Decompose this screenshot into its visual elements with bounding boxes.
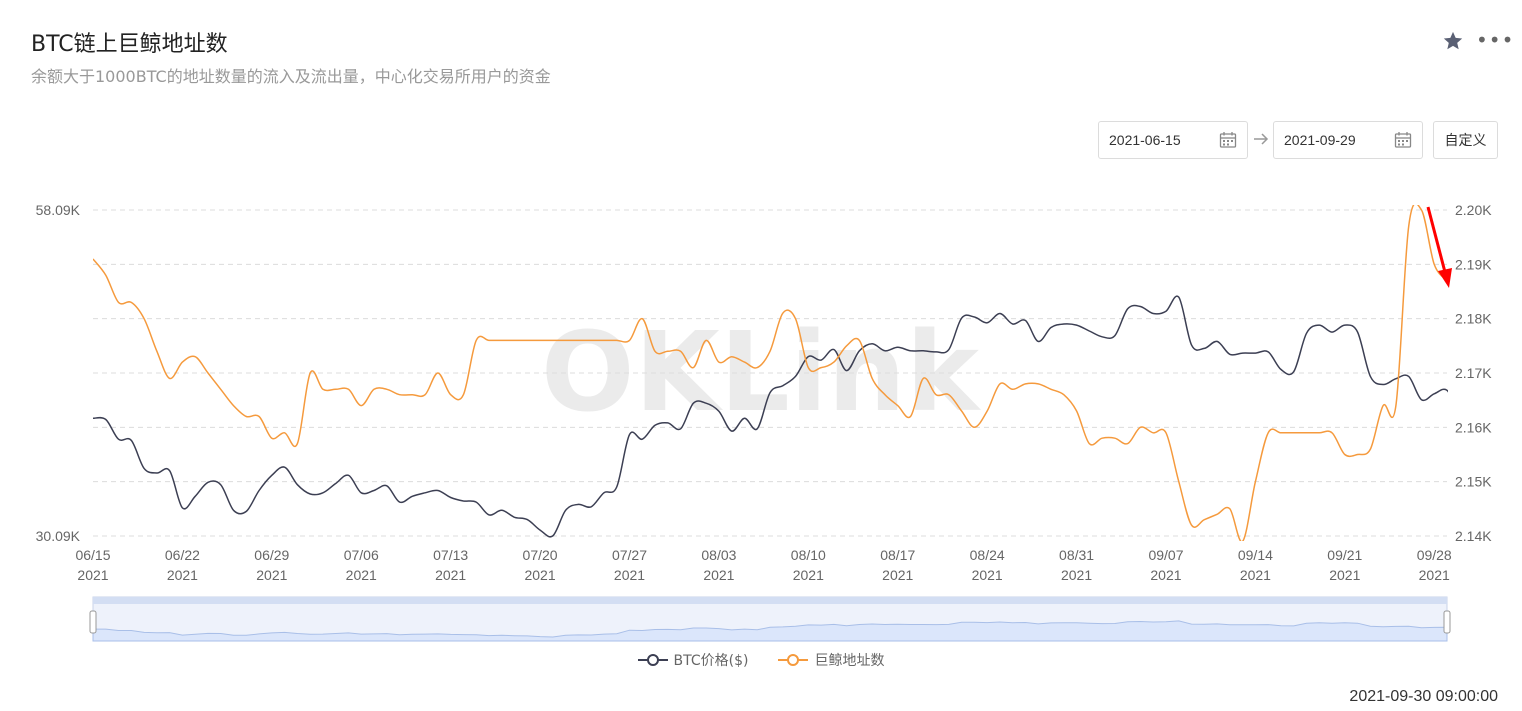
x-axis-tick-year: 2021 bbox=[77, 567, 108, 583]
x-axis-tick-year: 2021 bbox=[1329, 567, 1360, 583]
right-axis-tick-label: 2.17K bbox=[1455, 365, 1492, 381]
x-axis-tick-year: 2021 bbox=[793, 567, 824, 583]
legend-item-btc[interactable]: BTC价格($) bbox=[637, 650, 749, 670]
x-axis-tick-year: 2021 bbox=[1240, 567, 1271, 583]
legend-marker-whale bbox=[778, 654, 809, 666]
x-axis-tick-date: 08/10 bbox=[791, 547, 826, 563]
x-axis-tick-date: 07/27 bbox=[612, 547, 647, 563]
x-axis-tick-year: 2021 bbox=[972, 567, 1003, 583]
timestamp: 2021-09-30 09:00:00 bbox=[1349, 688, 1498, 705]
x-axis-tick-year: 2021 bbox=[524, 567, 555, 583]
x-axis-tick-date: 08/17 bbox=[880, 547, 915, 563]
x-axis-tick-date: 08/03 bbox=[701, 547, 736, 563]
left-axis: 58.09K 30.09K bbox=[36, 202, 81, 544]
page-title: BTC链上巨鲸地址数 bbox=[31, 32, 228, 57]
start-date-input[interactable]: 2021-06-15 bbox=[1098, 121, 1248, 159]
calendar-icon bbox=[1394, 132, 1412, 148]
legend: BTC价格($) 巨鲸地址数 bbox=[0, 650, 1522, 670]
x-axis-tick-year: 2021 bbox=[614, 567, 645, 583]
watermark: OKLink bbox=[541, 308, 982, 436]
legend-item-whale[interactable]: 巨鲸地址数 bbox=[778, 650, 884, 670]
navigator-top-bar bbox=[93, 597, 1447, 604]
left-axis-tick-label: 30.09K bbox=[36, 528, 81, 544]
arrow-right-icon bbox=[1254, 133, 1269, 145]
x-axis-tick-year: 2021 bbox=[167, 567, 198, 583]
x-axis-tick-date: 07/13 bbox=[433, 547, 468, 563]
end-date-input[interactable]: 2021-09-29 bbox=[1273, 121, 1423, 159]
legend-label-whale: 巨鲸地址数 bbox=[814, 653, 885, 669]
legend-marker-btc bbox=[637, 654, 668, 666]
right-axis-tick-label: 2.19K bbox=[1455, 256, 1492, 272]
right-axis-tick-label: 2.15K bbox=[1455, 474, 1492, 490]
x-axis-tick-year: 2021 bbox=[1150, 567, 1181, 583]
right-axis: 2.20K 2.19K 2.18K 2.17K 2.16K 2.15K 2.14K bbox=[1455, 202, 1492, 544]
range-navigator[interactable] bbox=[89, 596, 1451, 642]
x-axis-tick-year: 2021 bbox=[1419, 567, 1450, 583]
annotation-arrow-shaft bbox=[1426, 206, 1448, 277]
x-axis-tick-date: 09/21 bbox=[1327, 547, 1362, 563]
whale-count-line bbox=[93, 205, 1448, 541]
x-axis-tick-date: 07/20 bbox=[523, 547, 558, 563]
start-date-value: 2021-06-15 bbox=[1109, 132, 1181, 148]
x-axis-tick-date: 08/31 bbox=[1059, 547, 1094, 563]
navigator-handle-right bbox=[1443, 610, 1451, 634]
custom-range-button[interactable]: 自定义 bbox=[1433, 121, 1498, 159]
right-axis-tick-label: 2.16K bbox=[1455, 419, 1492, 435]
annotation bbox=[1426, 206, 1452, 288]
x-axis-tick-date: 06/15 bbox=[75, 547, 110, 563]
right-axis-tick-label: 2.14K bbox=[1455, 528, 1492, 544]
x-axis-tick-year: 2021 bbox=[256, 567, 287, 583]
right-axis-tick-label: 2.20K bbox=[1455, 202, 1492, 218]
x-axis: 06/15 2021 06/22 2021 06/29 2021 07/06 2021 07/1… bbox=[75, 547, 1451, 583]
star-icon[interactable] bbox=[1442, 30, 1464, 52]
x-axis-tick-year: 2021 bbox=[882, 567, 913, 583]
more-options-icon[interactable]: ••• bbox=[1476, 28, 1515, 52]
x-axis-tick-year: 2021 bbox=[703, 567, 734, 583]
x-axis-tick-year: 2021 bbox=[1061, 567, 1092, 583]
calendar-icon bbox=[1219, 132, 1237, 148]
x-axis-tick-date: 09/28 bbox=[1417, 547, 1452, 563]
x-axis-tick-date: 08/24 bbox=[970, 547, 1005, 563]
x-axis-tick-year: 2021 bbox=[435, 567, 466, 583]
navigator-handle-left bbox=[89, 610, 97, 634]
navigator-area bbox=[92, 620, 1448, 642]
annotation-arrow-head bbox=[1438, 268, 1452, 288]
series-lines bbox=[93, 205, 1448, 541]
end-date-value: 2021-09-29 bbox=[1284, 132, 1356, 148]
x-axis-tick-date: 09/14 bbox=[1238, 547, 1273, 563]
x-axis-tick-year: 2021 bbox=[346, 567, 377, 583]
right-axis-tick-label: 2.18K bbox=[1455, 311, 1492, 327]
btc-price-line bbox=[93, 295, 1448, 538]
legend-label-btc: BTC价格($) bbox=[673, 653, 749, 669]
x-axis-tick-date: 06/22 bbox=[165, 547, 200, 563]
x-axis-tick-date: 09/07 bbox=[1148, 547, 1183, 563]
grid-lines bbox=[93, 209, 1447, 537]
x-axis-tick-date: 07/06 bbox=[344, 547, 379, 563]
x-axis-tick-date: 06/29 bbox=[254, 547, 289, 563]
left-axis-tick-label: 58.09K bbox=[36, 202, 81, 218]
page-subtitle: 余额大于1000BTC的地址数量的流入及流出量，中心化交易所用户的资金 bbox=[31, 67, 551, 86]
